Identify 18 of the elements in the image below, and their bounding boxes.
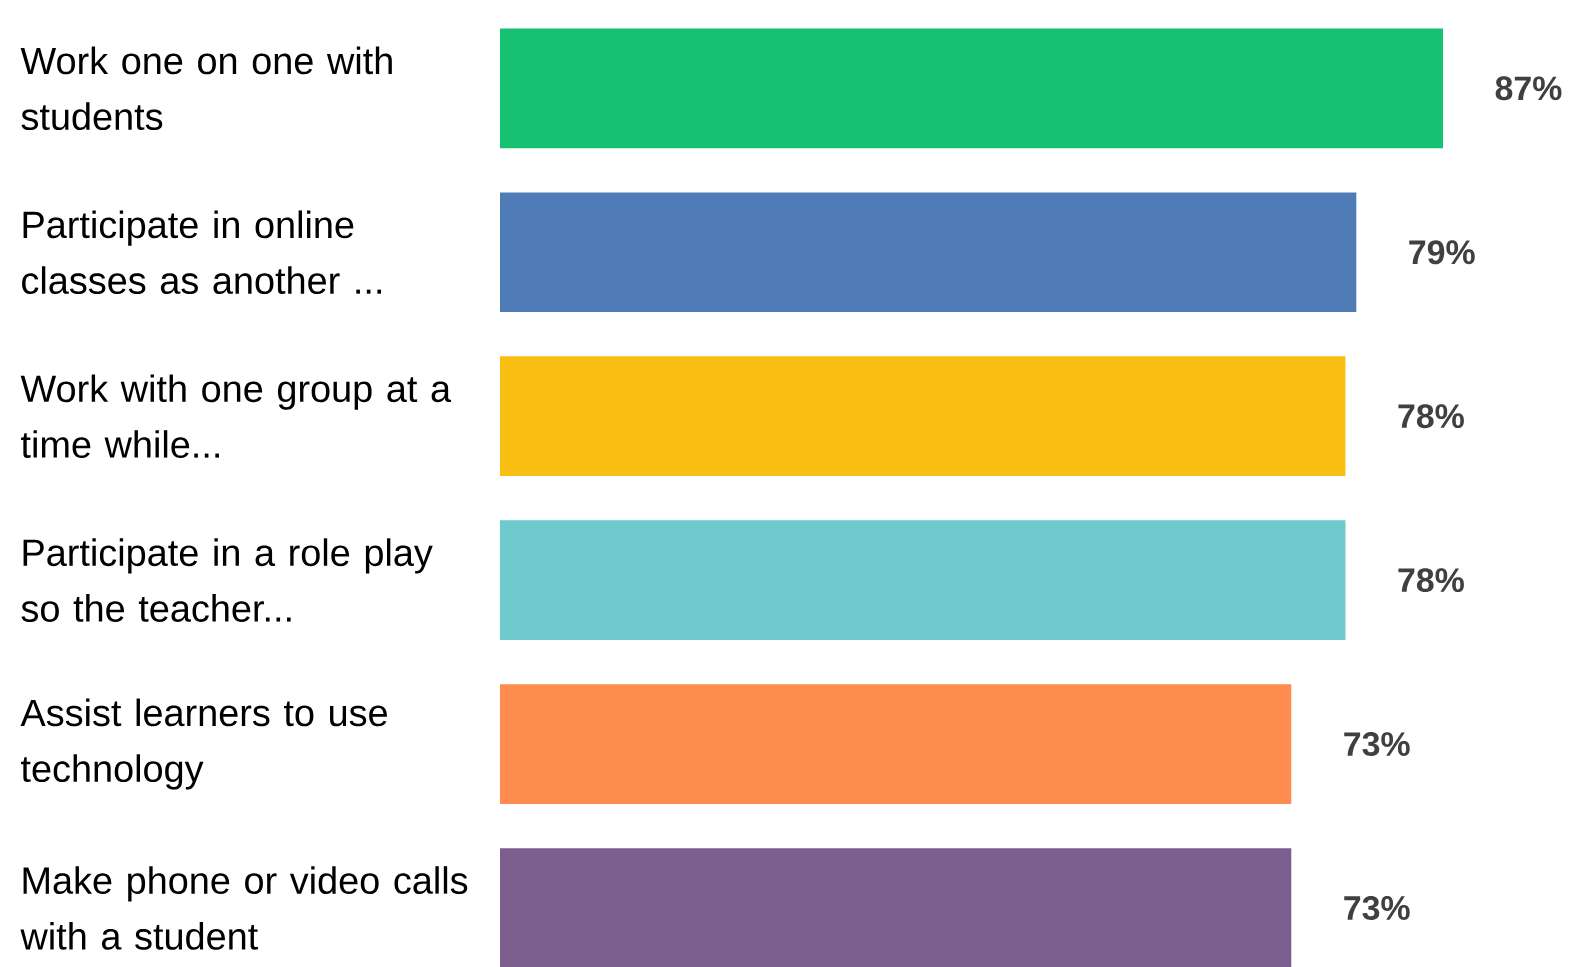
bar <box>500 848 1292 967</box>
data-label: 87% <box>1495 76 1562 101</box>
bar <box>500 192 1357 313</box>
y-tick-label: Assist learners to use technology <box>20 698 387 790</box>
data-label: 79% <box>1409 240 1475 265</box>
y-tick-label: Participate in a role play so the teacher... <box>21 538 433 622</box>
y-tick-label: Work with one group at a time while... <box>20 374 452 458</box>
bar <box>500 684 1292 804</box>
bar <box>500 28 1444 149</box>
data-label: 78% <box>1398 404 1464 429</box>
data-label: 73% <box>1344 732 1410 757</box>
y-tick-label: Make phone or video calls with a student <box>20 866 468 950</box>
data-label: 78% <box>1398 568 1464 593</box>
data-label: 73% <box>1344 895 1410 921</box>
bar <box>500 520 1346 640</box>
y-tick-label: Work one on one with students <box>20 46 392 131</box>
y-tick-label: Participate in online classes as another ... <box>22 210 381 295</box>
bar <box>500 356 1346 477</box>
